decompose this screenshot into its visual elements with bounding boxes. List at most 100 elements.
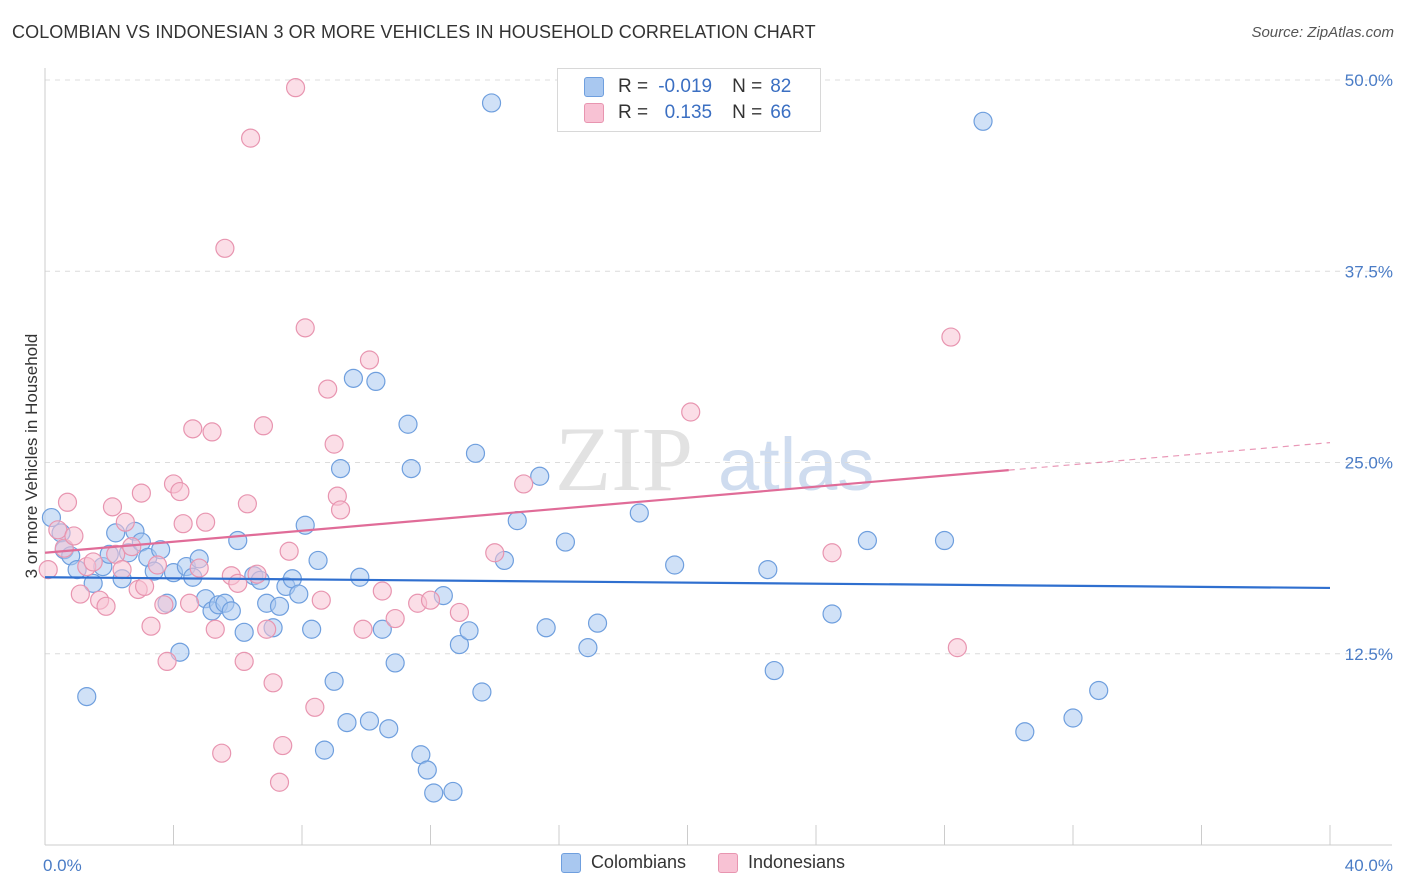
point-indonesians-54: [359, 350, 380, 370]
point-colombians-5: [83, 573, 103, 593]
point-indonesians-47: [305, 697, 325, 717]
point-indonesians-40: [257, 619, 277, 639]
point-indonesians-64: [941, 327, 961, 347]
point-colombians-47: [359, 711, 380, 731]
point-colombians-45: [343, 368, 363, 388]
point-colombians-68: [555, 532, 576, 552]
point-colombians-58: [443, 781, 463, 802]
point-indonesians-16: [131, 483, 151, 503]
y-tick-label-3: 50.0%: [1345, 71, 1393, 90]
legend-item-indonesians: Indonesians: [717, 852, 845, 873]
source-label: Source: ZipAtlas.com: [1251, 24, 1394, 41]
point-indonesians-50: [324, 434, 344, 454]
point-indonesians-20: [154, 595, 174, 615]
point-indonesians-34: [228, 573, 248, 593]
point-colombians-69: [578, 638, 598, 658]
point-colombians-51: [385, 653, 405, 673]
point-indonesians-3: [57, 492, 78, 512]
point-indonesians-10: [102, 497, 123, 517]
point-indonesians-48: [311, 590, 331, 610]
trend-line-indonesians: [44, 469, 1009, 554]
point-colombians-60: [459, 621, 479, 641]
point-indonesians-19: [147, 555, 168, 575]
point-indonesians-45: [285, 78, 306, 98]
point-indonesians-61: [514, 474, 534, 494]
x-tick-label-0: 0.0%: [43, 856, 82, 875]
point-indonesians-12: [112, 559, 132, 580]
stats-legend: R = -0.019 N = 82 R = 0.135 N = 66: [557, 68, 821, 132]
point-indonesians-31: [212, 743, 232, 763]
y-tick-label-0: 12.5%: [1345, 645, 1393, 664]
point-indonesians-0: [38, 559, 58, 580]
colombians-swatch: [584, 77, 604, 97]
point-indonesians-52: [330, 500, 351, 520]
point-colombians-62: [472, 682, 492, 702]
point-colombians-41: [314, 740, 335, 760]
point-indonesians-7: [83, 552, 103, 572]
n-label: N =: [732, 76, 763, 97]
r-label: R =: [618, 76, 649, 97]
axes: [44, 68, 1392, 846]
point-colombians-27: [221, 601, 241, 621]
point-colombians-65: [507, 511, 527, 531]
point-colombians-63: [481, 93, 502, 113]
indonesians-legend-swatch: [717, 852, 738, 873]
point-indonesians-30: [205, 619, 225, 639]
point-colombians-39: [302, 619, 322, 639]
point-indonesians-36: [237, 494, 257, 514]
tick-labels: 12.5% 25.0% 37.5% 50.0% 0.0% 40.0%: [43, 71, 1393, 875]
point-colombians-76: [857, 530, 878, 551]
point-indonesians-37: [241, 128, 261, 148]
point-colombians-67: [536, 618, 556, 638]
r-value: -0.019: [658, 76, 713, 97]
point-colombians-43: [330, 459, 351, 479]
point-indonesians-63: [822, 543, 842, 563]
point-colombians-66: [530, 466, 550, 486]
legend-label-colombians: Colombians: [590, 852, 686, 872]
watermark: ZIP atlas: [555, 408, 874, 510]
point-indonesians-62: [681, 402, 701, 422]
point-indonesians-44: [279, 541, 299, 561]
point-indonesians-21: [157, 651, 177, 672]
point-colombians-72: [665, 555, 685, 575]
point-indonesians-38: [247, 564, 267, 584]
stats-legend-row-colombians: R = -0.019 N = 82: [584, 75, 791, 99]
point-indonesians-5: [70, 584, 90, 604]
x-tick-label-1: 40.0%: [1345, 856, 1393, 875]
point-colombians-42: [324, 671, 344, 691]
point-indonesians-23: [170, 481, 190, 502]
point-colombians-46: [350, 567, 370, 587]
trend-lines: [44, 442, 1331, 590]
point-colombians-6: [77, 686, 97, 707]
point-colombians-44: [337, 712, 357, 733]
point-colombians-59: [449, 634, 470, 655]
point-indonesians-18: [141, 616, 161, 636]
trend-line-colombians: [44, 576, 1331, 590]
n-label: N =: [732, 102, 763, 123]
point-indonesians-46: [295, 318, 315, 338]
point-indonesians-41: [263, 673, 283, 693]
point-indonesians-42: [269, 772, 290, 792]
point-indonesians-1: [48, 520, 68, 540]
point-colombians-80: [1063, 708, 1083, 728]
point-colombians-61: [465, 443, 486, 463]
point-indonesians-9: [96, 596, 116, 616]
y-tick-label-2: 37.5%: [1345, 262, 1393, 281]
point-colombians-34: [269, 596, 290, 616]
point-indonesians-65: [947, 638, 967, 658]
point-colombians-71: [629, 503, 649, 523]
point-colombians-73: [758, 559, 778, 580]
y-tick-label-1: 25.0%: [1345, 454, 1393, 473]
chart-title: COLOMBIAN VS INDONESIAN 3 OR MORE VEHICL…: [12, 22, 816, 42]
r-label: R =: [618, 102, 649, 123]
point-indonesians-39: [253, 416, 274, 436]
point-colombians-56: [424, 783, 444, 803]
point-colombians-75: [822, 604, 842, 624]
point-indonesians-60: [485, 543, 505, 563]
point-indonesians-49: [318, 379, 338, 399]
point-indonesians-25: [179, 593, 200, 613]
point-colombians-74: [764, 660, 784, 681]
point-indonesians-26: [183, 419, 203, 439]
point-colombians-40: [308, 550, 328, 571]
